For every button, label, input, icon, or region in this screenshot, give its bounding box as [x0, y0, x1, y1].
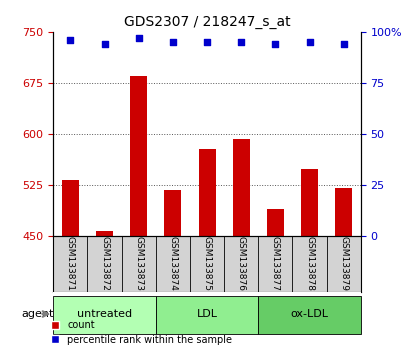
Point — [67, 37, 74, 43]
Point — [237, 39, 244, 45]
Bar — [164, 190, 181, 236]
Point — [306, 39, 312, 45]
Bar — [232, 139, 249, 236]
Bar — [266, 209, 283, 236]
Text: GSM133875: GSM133875 — [202, 236, 211, 291]
Title: GDS2307 / 218247_s_at: GDS2307 / 218247_s_at — [124, 16, 290, 29]
Legend: count, percentile rank within the sample: count, percentile rank within the sample — [46, 316, 236, 349]
Bar — [62, 179, 79, 236]
Point — [272, 41, 278, 47]
Text: LDL: LDL — [196, 309, 217, 319]
Bar — [96, 230, 113, 236]
Text: GSM133874: GSM133874 — [168, 236, 177, 291]
Text: GSM133878: GSM133878 — [304, 236, 313, 291]
Point — [203, 39, 210, 45]
Text: GSM133872: GSM133872 — [100, 236, 109, 291]
Point — [101, 41, 108, 47]
Text: untreated: untreated — [77, 309, 132, 319]
Text: GSM133871: GSM133871 — [66, 236, 75, 291]
FancyBboxPatch shape — [53, 296, 155, 334]
Bar — [198, 149, 215, 236]
Point — [339, 41, 346, 47]
Text: ox-LDL: ox-LDL — [290, 309, 328, 319]
FancyBboxPatch shape — [258, 296, 360, 334]
Text: GSM133873: GSM133873 — [134, 236, 143, 291]
Text: GSM133879: GSM133879 — [338, 236, 347, 291]
Point — [169, 39, 176, 45]
Bar — [300, 169, 317, 236]
Text: GSM133876: GSM133876 — [236, 236, 245, 291]
Text: agent: agent — [21, 309, 53, 319]
FancyBboxPatch shape — [155, 296, 258, 334]
Point — [135, 35, 142, 41]
Text: GSM133877: GSM133877 — [270, 236, 279, 291]
Bar — [334, 188, 351, 236]
Bar — [130, 76, 147, 236]
